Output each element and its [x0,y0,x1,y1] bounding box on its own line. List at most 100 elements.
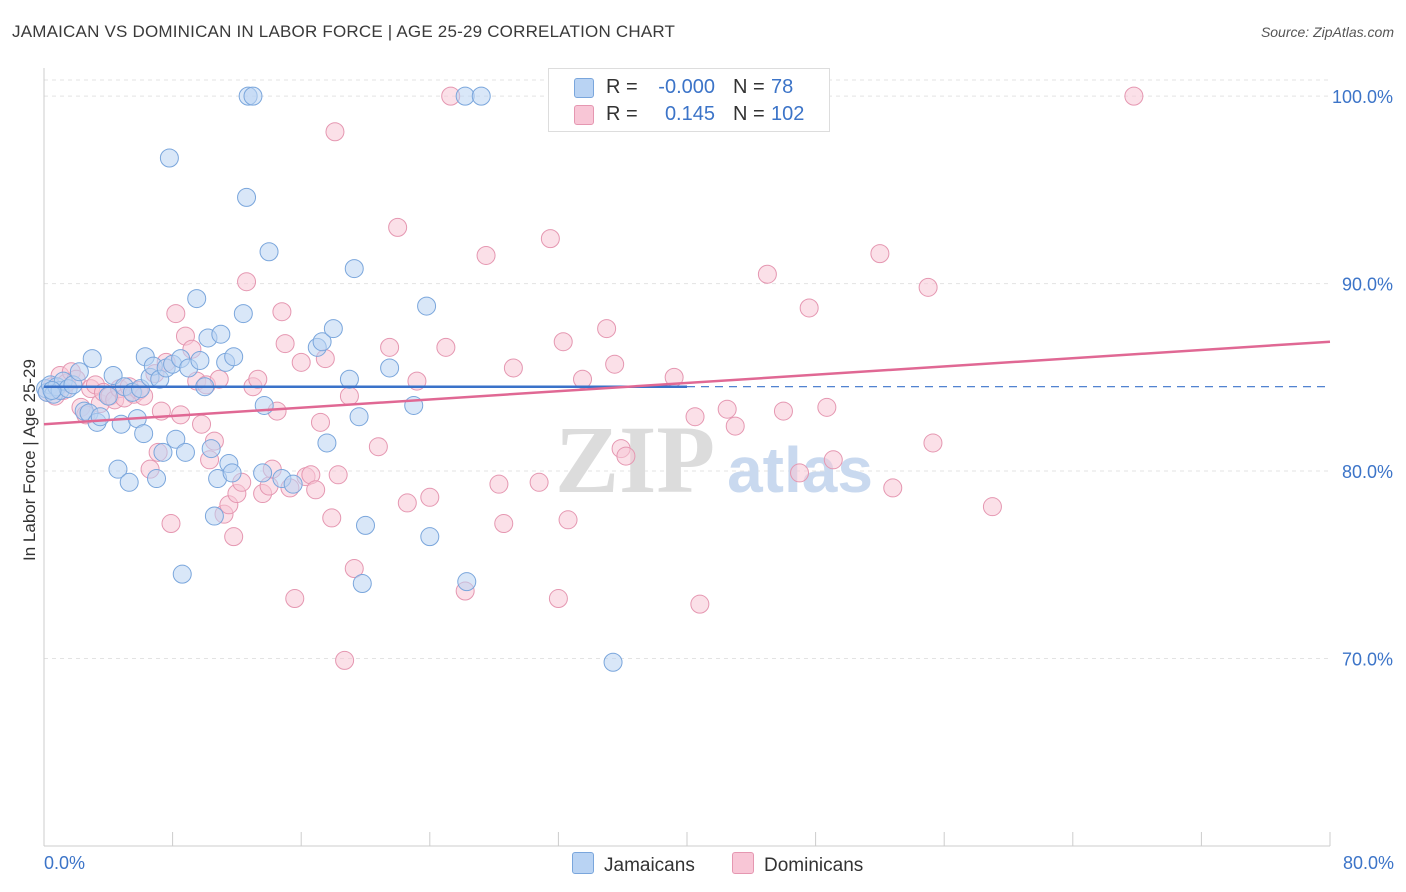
jamaican-point [253,463,273,483]
x-tick-label-min: 0.0% [44,853,86,873]
dominican-point [883,478,903,498]
watermark-zip: ZIP [555,406,715,513]
dominican-point [306,480,326,500]
dominican-point [325,122,345,142]
dominican-point [397,493,417,513]
jamaican-point [380,358,400,378]
jamaican-point [243,86,263,106]
dominican-point [380,337,400,357]
jamaican-point [98,386,118,406]
jamaican-point [82,349,102,369]
jamaicans-swatch [574,78,594,98]
jamaican-point [175,442,195,462]
chart-source: Source: ZipAtlas.com [1260,24,1394,40]
jamaican-point [42,380,62,400]
jamaican-point [455,86,475,106]
dominican-point [436,337,456,357]
bottom-legend-dominicans-swatch [732,852,754,874]
dominican-point [494,514,514,534]
dominican-point [685,407,705,427]
dominican-point [870,244,890,264]
dominican-point [982,497,1002,517]
dominican-point [344,559,364,579]
dominican-point [161,514,181,534]
jamaican-point [134,424,154,444]
dominican-point [717,399,737,419]
dominican-point [328,465,348,485]
dominican-point [322,508,342,528]
jamaican-point [153,442,173,462]
bottom-legend-dominicans: Dominicans [732,852,863,877]
legend-r-label: R = [606,76,638,98]
dominican-point [573,369,593,389]
dominican-point [918,277,938,297]
y-tick-label: 70.0% [1342,650,1393,670]
dominican-point [192,414,212,434]
jamaican-point [420,527,440,547]
dominican-point [773,401,793,421]
dominican-point [558,510,578,530]
dominican-point [275,334,295,354]
dominican-point [388,217,408,237]
legend-n-value: 102 [771,103,805,125]
jamaican-point [417,296,437,316]
jamaican-point [211,324,231,344]
jamaican-point [457,572,477,592]
dominican-point [489,474,509,494]
dominican-point [923,433,943,453]
dominican-point [224,527,244,547]
jamaican-point [222,463,242,483]
jamaican-point [339,369,359,389]
dominican-point [817,397,837,417]
jamaican-point [352,574,372,594]
bottom-legend-jamaicans-swatch [572,852,594,874]
jamaican-point [259,242,279,262]
dominican-point [690,594,710,614]
jamaican-point [103,365,123,385]
jamaican-point [69,362,89,382]
jamaican-point [224,347,244,367]
jamaican-point [190,350,210,370]
dominican-point [823,450,843,470]
jamaican-point [166,429,186,449]
dominican-point [725,416,745,436]
bottom-legend-jamaicans-label: Jamaicans [604,855,695,876]
dominicans-swatch [574,105,594,125]
dominican-point [237,272,257,292]
legend-n-label: N = [733,103,765,125]
dominican-point [548,589,568,609]
chart-title: JAMAICAN VS DOMINICAN IN LABOR FORCE | A… [12,22,676,41]
jamaican-point [323,319,343,339]
jamaican-point [283,474,303,494]
jamaican-point [603,652,623,672]
jamaican-point [237,187,257,207]
jamaican-point [108,459,128,479]
correlation-legend: R = -0.000 N = 78 R = 0.145 N = 102 [548,68,830,132]
y-tick-label: 80.0% [1342,462,1393,482]
legend-r-value: -0.000 [658,76,715,98]
dominican-point [335,650,355,670]
bottom-legend-jamaicans: Jamaicans [572,852,695,877]
legend-n-value: 78 [771,76,794,98]
dominican-point [368,437,388,457]
dominican-point [605,354,625,374]
jamaican-point [187,289,207,309]
bottom-legend-dominicans-label: Dominicans [764,855,864,876]
jamaican-point [349,407,369,427]
y-tick-label: 100.0% [1332,87,1393,107]
dominican-point [420,487,440,507]
jamaican-point [312,332,332,352]
dominican-point [757,264,777,284]
jamaican-point [172,564,192,584]
dominican-point [597,319,617,339]
jamaican-point [344,259,364,279]
dominican-point [503,358,523,378]
legend-r-label: R = [606,103,638,125]
dominican-point [248,369,268,389]
legend-r-value: 0.145 [664,103,715,125]
jamaican-point [254,395,274,415]
dominican-point [291,352,311,372]
jamaican-point [204,506,224,526]
jamaican-point [233,304,253,324]
